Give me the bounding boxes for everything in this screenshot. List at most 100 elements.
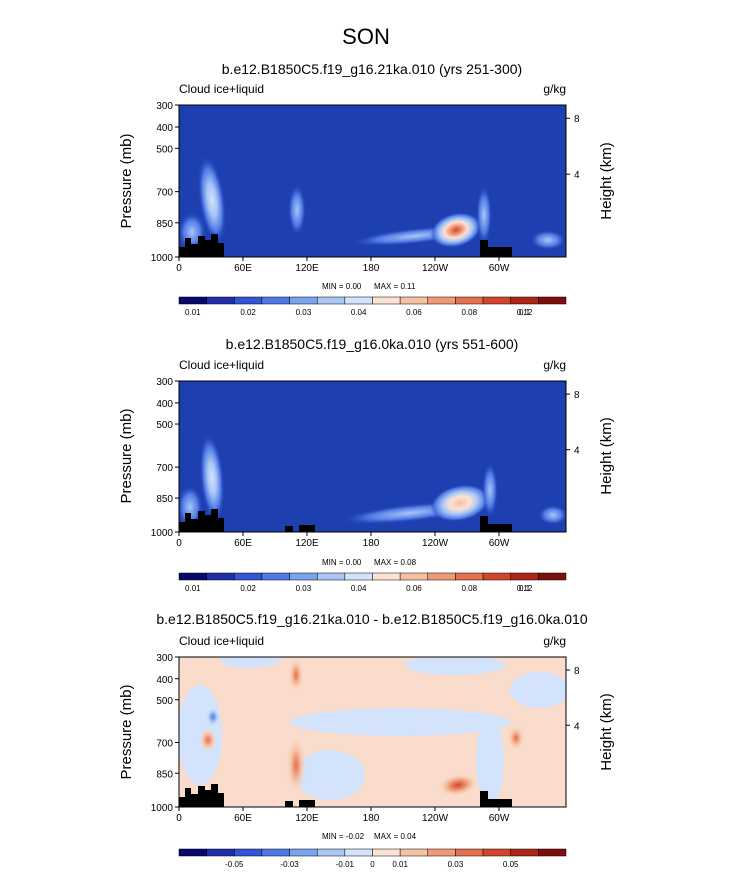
panel-3-pos-blob-mid [286,735,306,795]
panel-1-variable-label: Cloud ice+liquid [179,82,264,96]
panel-1-background [179,105,566,257]
y-tick-label: 500 [156,420,173,431]
panel-2-feature-maximum [430,484,490,522]
colorbar-swatch [234,572,263,581]
colorbar-swatch [399,572,429,581]
panel-2-min-text: MIN = 0.00 [322,558,362,567]
colorbar-label: -0.05 [225,860,244,869]
y-tick-label: 300 [156,653,173,664]
panel-3-field [179,657,566,807]
panel-2-topography [179,509,512,532]
panel-2-max-text: MAX = 0.08 [374,558,417,567]
colorbar-swatch [178,848,207,857]
panel-1-feature-blob-far-east [530,230,566,250]
colorbar-swatch [455,572,484,581]
panel-3-frame [178,656,567,808]
colorbar-label: 0.06 [406,308,422,317]
colorbar-swatch [261,296,290,305]
colorbar-label: 0.08 [461,584,477,593]
x-tick-label: 0 [176,538,182,549]
y2-tick-label: 8 [574,390,580,401]
panel-2-x-axis: 0 60E 120E 180 120W 60W [176,532,510,549]
panel-1-y2label: Height (km) [598,142,615,220]
colorbar-label: 0.03 [448,860,464,869]
colorbar-swatch [344,296,373,305]
colorbar-swatch [316,572,346,581]
panel-1-ylabel: Pressure (mb) [118,133,135,228]
colorbar-swatch [510,848,539,857]
colorbar-label: 0.12 [517,308,533,317]
colorbar-swatch [372,572,401,581]
panel-1-y2-axis: 84 [566,114,580,181]
y-tick-label: 1000 [151,803,174,814]
colorbar-swatch [316,848,346,857]
colorbar-label: 0 [370,860,375,869]
y2-tick-label: 4 [574,721,580,732]
colorbar-swatch [372,848,401,857]
panel-2-variable-label: Cloud ice+liquid [179,358,264,372]
x-tick-label: 120E [295,263,319,274]
y2-tick-label: 4 [574,170,580,181]
y2-tick-label: 8 [574,666,580,677]
colorbar-swatch [427,848,456,857]
colorbar-swatch [427,296,456,305]
x-tick-label: 180 [363,813,380,824]
panel-2-y2label: Height (km) [598,417,615,495]
panel-3-x-axis: 0 60E 120E 180 120W 60W [176,807,510,824]
panel-3-y2label: Height (km) [598,693,615,771]
colorbar-swatch [538,296,567,305]
x-tick-label: 60W [489,263,510,274]
panel-3-topography [179,784,512,807]
panel-2-y2-axis: 84 [566,390,580,457]
colorbar-swatch [178,572,207,581]
colorbar-label: 0.01 [185,584,201,593]
x-tick-label: 60E [234,538,252,549]
colorbar-swatch [482,848,511,857]
y-tick-label: 850 [156,494,173,505]
x-tick-label: 180 [363,538,380,549]
panel-1-topography [179,234,512,257]
y-tick-label: 700 [156,188,173,199]
panel-3-neg-region-east [510,672,566,708]
panel-3-variable-label: Cloud ice+liquid [179,634,264,648]
colorbar-label: 0.1 [519,584,531,593]
y-tick-label: 1000 [151,528,174,539]
panel-2-ylabel: Pressure (mb) [118,408,135,503]
colorbar-swatch [455,296,484,305]
panel-3-colorbar: -0.05 -0.03 -0.01 0 0.01 0.03 0.05 [178,848,567,869]
panel-2-y-axis: 300 400 500 700 850 1000 [151,377,179,539]
colorbar-label: 0.03 [296,584,312,593]
panel-3-maximum [438,773,478,797]
y-tick-label: 1000 [151,253,174,264]
colorbar-label: 0.03 [296,308,312,317]
figure-title: SON [342,24,390,49]
panel-3-y2-axis: 84 [566,666,580,732]
colorbar-label: 0.12 [517,584,533,593]
panel-3-ylabel: Pressure (mb) [118,684,135,779]
colorbar-swatch [538,848,567,857]
colorbar-swatch [538,572,567,581]
colorbar-swatch [372,296,401,305]
colorbar-swatch [344,848,373,857]
y-tick-label: 500 [156,696,173,707]
panel-1-feature-blob-mid [288,184,306,236]
x-tick-label: 0 [176,263,182,274]
colorbar-swatch [344,572,373,581]
x-tick-label: 120W [422,538,449,549]
y-tick-label: 400 [156,399,173,410]
x-tick-label: 60W [489,813,510,824]
y2-tick-label: 4 [574,446,580,457]
panel-2-units-label: g/kg [543,358,566,372]
panel-2-background [179,381,566,532]
colorbar-label: 0.1 [519,308,531,317]
colorbar-label: -0.03 [280,860,299,869]
panel-1-title: b.e12.B1850C5.f19_g16.21ka.010 (yrs 251-… [222,61,522,77]
y-tick-label: 700 [156,739,173,750]
x-tick-label: 60E [234,263,252,274]
panel-2-title: b.e12.B1850C5.f19_g16.0ka.010 (yrs 551-6… [226,336,519,352]
colorbar-label: 0.02 [240,308,256,317]
colorbar-swatch [206,572,235,581]
colorbar-swatch [261,848,290,857]
panel-2-feature-tower [199,433,225,523]
panel-1-units-label: g/kg [543,82,566,96]
